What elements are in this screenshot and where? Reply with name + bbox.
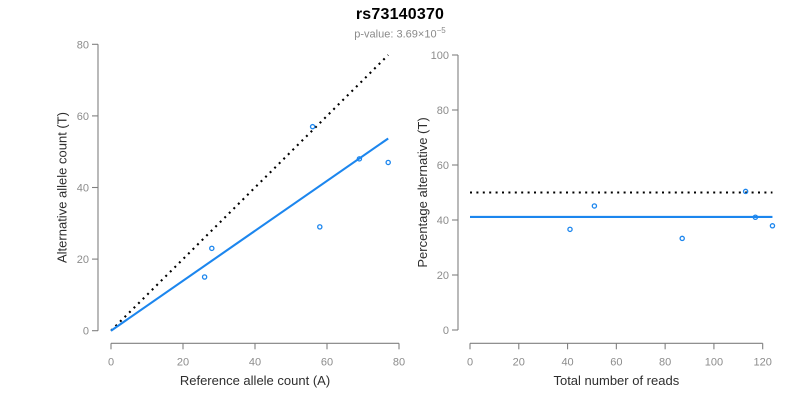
x-axis-title: Reference allele count (A) xyxy=(180,373,330,388)
data-point xyxy=(752,214,759,220)
data-point xyxy=(201,274,208,280)
y-tick-label: 20 xyxy=(77,254,89,266)
x-tick-label: 80 xyxy=(659,356,671,368)
data-point xyxy=(591,203,598,209)
y-tick-label: 40 xyxy=(437,215,449,227)
data-point xyxy=(742,188,749,195)
y-tick-label: 20 xyxy=(437,270,449,282)
pvalue-base: 10 xyxy=(424,28,437,41)
data-point xyxy=(567,226,573,233)
y-tick-label: 100 xyxy=(431,50,449,62)
data-point xyxy=(317,224,323,230)
pvalue-subtitle: p-value: 3.69×10−5 xyxy=(0,26,800,41)
pvalue-label: p-value: xyxy=(354,28,397,41)
x-tick-label: 120 xyxy=(754,356,772,368)
y-tick-label: 60 xyxy=(437,160,449,172)
y-tick-label: 0 xyxy=(83,326,89,338)
pvalue-exponent: −5 xyxy=(436,26,446,35)
page-title: rs73140370 xyxy=(355,6,445,23)
x-tick-label: 60 xyxy=(610,356,622,368)
y-tick-label: 60 xyxy=(77,111,89,123)
y-tick-label: 0 xyxy=(443,325,449,337)
x-tick-label: 100 xyxy=(705,356,723,368)
data-point xyxy=(679,235,685,242)
y-axis-title: Percentage alternative (T) xyxy=(415,117,430,267)
plot-panel-2: 0 20 40 60 80 100 120 0 20 40 60 80 100 Total number … xyxy=(415,50,776,388)
data-point xyxy=(769,223,776,229)
y-tick-label: 80 xyxy=(77,39,89,51)
y-axis-title: Alternative allele count (T) xyxy=(55,112,70,263)
y-tick-label: 80 xyxy=(437,105,449,117)
data-point xyxy=(309,123,316,130)
x-tick-label: 20 xyxy=(513,356,525,368)
x-tick-label: 40 xyxy=(561,356,573,368)
data-point xyxy=(385,159,391,166)
x-tick-label: 20 xyxy=(177,356,189,368)
identity-line xyxy=(110,54,389,332)
x-tick-label: 80 xyxy=(393,356,405,368)
x-tick-label: 60 xyxy=(321,356,333,368)
x-axis-title: Total number of reads xyxy=(553,373,679,388)
y-tick-label: 40 xyxy=(77,183,89,195)
x-tick-label: 40 xyxy=(249,356,261,368)
plot-panel-1: 0 20 40 60 80 0 20 40 60 80 Reference allele count… xyxy=(55,39,406,388)
fit-line xyxy=(110,137,389,332)
pvalue-mantissa: 3.69 xyxy=(396,28,418,41)
x-tick-label: 0 xyxy=(108,356,114,368)
data-point xyxy=(356,156,363,162)
pvalue-times-sign: × xyxy=(417,28,425,41)
x-tick-label: 0 xyxy=(467,356,473,368)
data-point xyxy=(209,245,215,252)
